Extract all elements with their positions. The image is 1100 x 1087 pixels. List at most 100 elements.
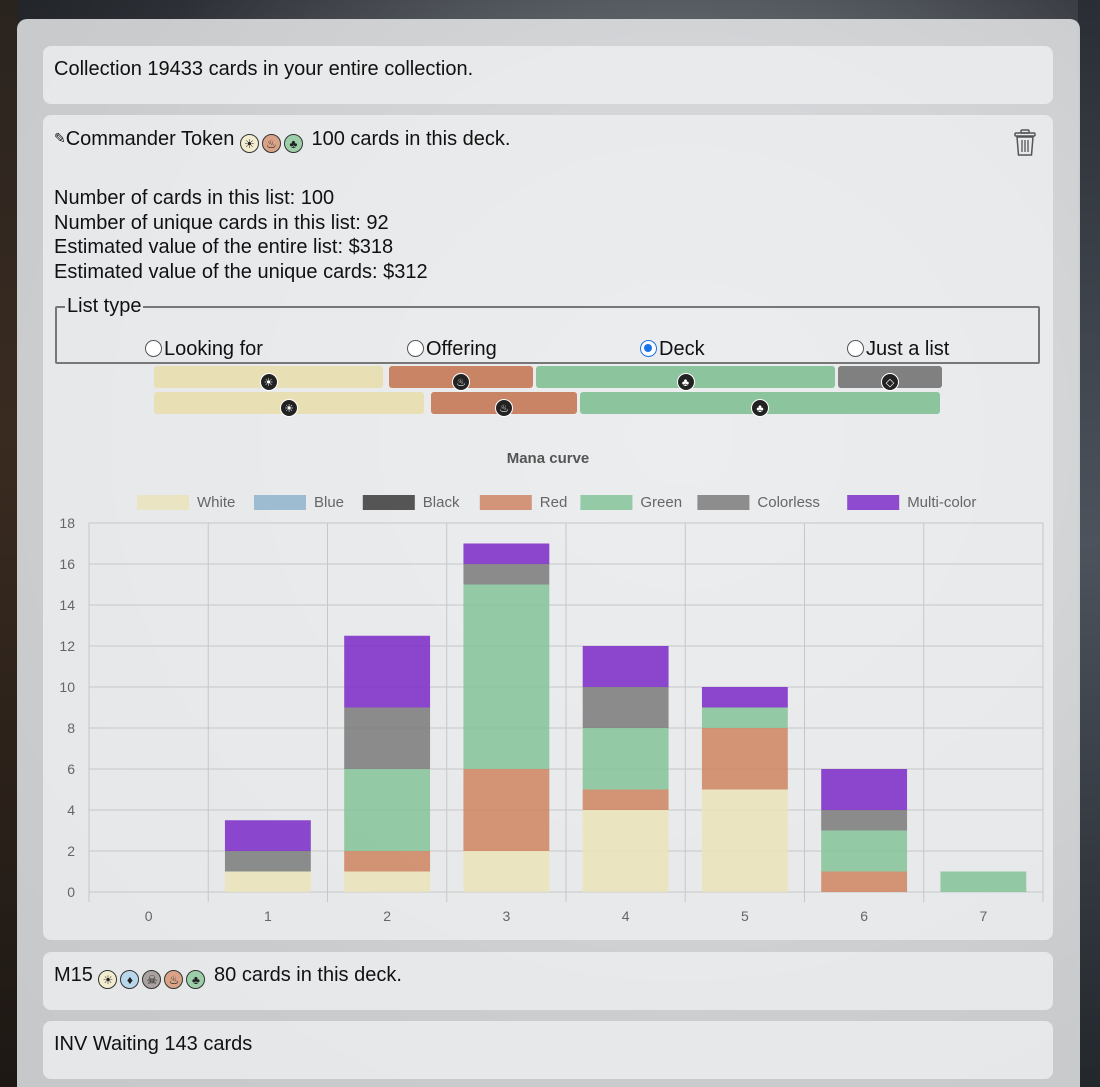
bar-green [821,830,908,872]
stat-card-count: Number of cards in this list: 100 [54,187,335,209]
x-tick-label: 4 [622,908,630,924]
deck-name[interactable]: Commander Token [65,128,235,150]
bar-multi-color [701,687,788,708]
bar-red [344,851,431,872]
bar-multi-color [582,646,669,687]
legend-label: Green [640,494,682,511]
color-bar-green: ♣ [580,392,940,417]
color-bar-white: ☀ [154,366,383,391]
radio-offering-button[interactable] [407,340,424,357]
deck-name[interactable]: INV Waiting [54,1033,159,1055]
bar-white [224,871,311,892]
chart-title: Mana curve [507,450,590,467]
bar-red [582,789,669,810]
y-tick-label: 16 [59,556,75,572]
bar-red [463,769,550,851]
stat-unique-value: Estimated value of the unique cards: $31… [54,260,428,283]
bar-multi-color [821,769,908,810]
legend-swatch [580,495,633,510]
legend-swatch [137,495,189,510]
color-bar-red: ♨ [431,392,577,417]
red-mana-icon: ♨ [452,373,470,391]
bar-colorless [821,810,908,831]
white-mana-icon: ☀ [239,134,259,153]
radio-offering-label: Offering [426,338,497,360]
bar-colorless [582,687,669,728]
legend-label: Black [423,494,460,511]
white-mana-icon: ☀ [259,373,278,391]
deck-stats: Number of cards in this list: 100 Number… [54,186,428,284]
green-mana-icon: ♣ [676,373,695,391]
bar-green [344,769,431,851]
stat-total-value: Estimated value of the entire list: $318 [54,236,394,258]
collection-summary: 19433 cards in your entire collection. [147,58,474,80]
x-tick-label: 0 [145,908,153,924]
bar-green [701,707,788,728]
deck-card[interactable]: ✎Commander Token ☀ ♨ ♣ 100 cards in this d… [43,115,1053,940]
bar-colorless [344,707,431,769]
x-tick-label: 3 [502,908,510,924]
y-tick-label: 18 [59,515,75,531]
pencil-icon[interactable]: ✎ [54,130,66,146]
legend-swatch [362,495,415,510]
x-tick-label: 5 [741,908,749,924]
legend-label: Blue [314,494,344,511]
bar-white [701,789,788,892]
legend-swatch [254,495,306,510]
bar-multi-color [224,820,311,851]
y-tick-label: 14 [59,597,75,613]
y-tick-label: 4 [67,802,75,818]
legend-swatch [847,495,900,510]
legend-swatch [697,495,750,510]
deck-summary: 143 cards [164,1033,253,1055]
background-left [0,0,18,1087]
white-mana-icon: ☀ [280,399,298,417]
stat-unique-count: Number of unique cards in this list: 92 [54,211,389,234]
radio-looking-for-button[interactable] [145,340,162,357]
list-type-legend: List type [67,295,142,317]
radio-just-a-list[interactable]: Just a list [847,338,949,361]
collection-card[interactable]: Collection 19433 cards in your entire co… [43,46,1053,104]
y-tick-label: 8 [67,720,75,736]
deck-card-m15[interactable]: M15 ☀ ♦ ☠ ♨ ♣ 80 cards in this deck. [43,952,1053,1010]
bar-white [582,810,669,892]
legend-label: Red [540,494,568,511]
background-right [1078,0,1100,1087]
color-bar-colorless: ◇ [838,366,942,391]
radio-deck-label: Deck [659,338,705,360]
bar-multi-color [344,635,431,708]
deck-name[interactable]: M15 [54,964,93,986]
bar-red [701,728,788,790]
x-tick-label: 2 [383,908,391,924]
legend-label: Multi-color [907,494,976,511]
radio-just-a-list-button[interactable] [847,340,864,357]
trash-icon[interactable] [1013,129,1037,157]
bar-green [463,584,550,769]
x-tick-label: 6 [860,908,868,924]
red-mana-icon: ♨ [495,399,513,417]
collection-title: Collection [54,58,142,80]
radio-deck-button[interactable] [640,340,657,357]
deck-summary: 80 cards in this deck. [214,964,402,986]
y-tick-label: 0 [67,884,75,900]
radio-looking-for[interactable]: Looking for [145,338,263,361]
bar-white [463,851,550,892]
y-tick-label: 12 [59,638,75,654]
radio-deck[interactable]: Deck [640,338,705,361]
color-bar-green: ♣ [536,366,835,391]
bar-colorless [224,851,311,872]
green-mana-icon: ♣ [751,399,769,417]
deck-summary: 100 cards in this deck. [311,128,511,150]
lists-panel: Collection 19433 cards in your entire co… [17,19,1080,1087]
y-tick-label: 6 [67,761,75,777]
deck-card-inv-waiting[interactable]: INV Waiting 143 cards [43,1021,1053,1079]
bar-green [940,871,1027,892]
green-mana-icon: ♣ [283,134,303,153]
legend-label: Colorless [757,494,820,511]
blue-mana-icon: ♦ [120,970,140,989]
radio-offering[interactable]: Offering [407,338,497,361]
legend-swatch [479,495,532,510]
green-mana-icon: ♣ [186,970,206,989]
red-mana-icon: ♨ [164,970,184,989]
bar-colorless [463,564,550,585]
